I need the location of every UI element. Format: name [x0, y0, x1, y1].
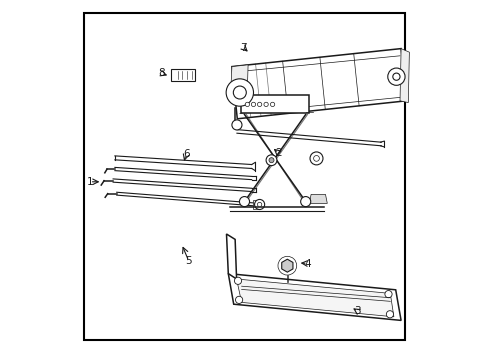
Circle shape [233, 86, 246, 99]
Text: 7: 7 [240, 42, 246, 53]
Polygon shape [281, 259, 292, 272]
Circle shape [265, 155, 276, 166]
Bar [253, 200, 259, 209]
Circle shape [268, 158, 273, 163]
Circle shape [234, 277, 241, 284]
Polygon shape [226, 234, 236, 279]
Text: 8: 8 [158, 68, 164, 78]
Circle shape [300, 197, 310, 207]
Circle shape [257, 102, 261, 107]
Polygon shape [228, 274, 400, 320]
Circle shape [225, 79, 253, 106]
Bar [84, 13, 404, 340]
Text: 5: 5 [185, 256, 192, 266]
Bar [241, 95, 309, 113]
Text: 2: 2 [275, 148, 282, 158]
Circle shape [239, 197, 249, 207]
Text: 4: 4 [304, 258, 310, 269]
Circle shape [392, 73, 399, 80]
FancyBboxPatch shape [171, 69, 195, 81]
Circle shape [235, 296, 242, 303]
Circle shape [264, 102, 268, 107]
Circle shape [251, 102, 255, 107]
Circle shape [257, 202, 261, 207]
Circle shape [384, 291, 391, 298]
Circle shape [277, 256, 296, 275]
Polygon shape [231, 49, 406, 119]
Circle shape [270, 102, 274, 107]
Circle shape [386, 311, 393, 318]
Circle shape [254, 199, 264, 210]
Circle shape [313, 156, 319, 161]
Circle shape [387, 68, 404, 85]
Polygon shape [309, 194, 326, 203]
Polygon shape [230, 65, 247, 90]
Polygon shape [236, 279, 393, 317]
Circle shape [231, 120, 242, 130]
Text: 3: 3 [354, 306, 361, 316]
Text: 6: 6 [183, 149, 189, 159]
Circle shape [244, 102, 249, 107]
Polygon shape [399, 49, 408, 103]
Circle shape [309, 152, 322, 165]
Text: 1: 1 [86, 177, 93, 187]
